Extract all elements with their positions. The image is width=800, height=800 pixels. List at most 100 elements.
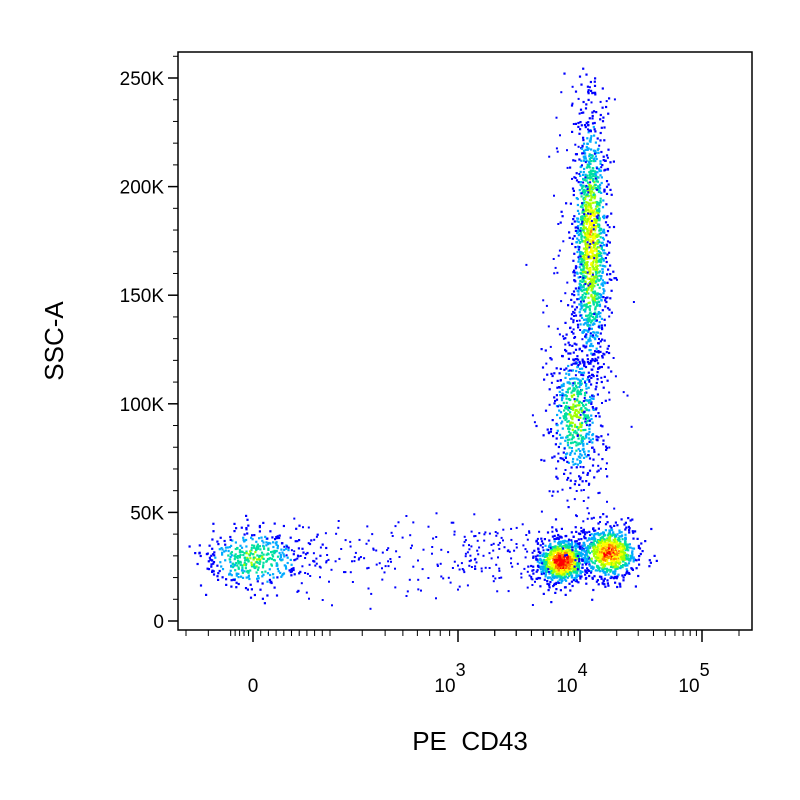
- data-point: [632, 537, 635, 540]
- data-point: [607, 344, 610, 348]
- data-point: [271, 555, 275, 558]
- data-point: [483, 533, 486, 536]
- data-point: [560, 575, 563, 578]
- data-point: [634, 585, 637, 588]
- data-point: [605, 203, 608, 206]
- data-point: [289, 558, 292, 561]
- data-point: [579, 231, 582, 234]
- data-point: [591, 262, 594, 265]
- data-point: [309, 575, 312, 577]
- data-point: [589, 230, 592, 233]
- data-point: [612, 357, 615, 359]
- data-point: [598, 202, 601, 205]
- data-point: [591, 359, 594, 362]
- data-point: [586, 208, 590, 211]
- data-point: [564, 376, 567, 379]
- data-point: [558, 578, 561, 581]
- data-point: [599, 332, 602, 335]
- data-point: [567, 420, 570, 423]
- data-point: [580, 83, 583, 86]
- data-point: [596, 171, 599, 174]
- data-point: [587, 549, 590, 552]
- data-point: [565, 372, 568, 375]
- data-points: [188, 67, 658, 610]
- data-point: [581, 296, 584, 299]
- data-point: [567, 425, 570, 428]
- data-point: [540, 572, 543, 576]
- data-point: [578, 483, 581, 486]
- data-point: [555, 467, 558, 470]
- data-point: [536, 558, 539, 561]
- data-point: [582, 489, 585, 491]
- data-point: [581, 570, 584, 573]
- data-point: [543, 572, 545, 575]
- data-point: [573, 398, 576, 401]
- data-point: [551, 546, 554, 549]
- data-point: [595, 215, 598, 218]
- data-point: [555, 432, 558, 435]
- data-point: [569, 414, 572, 417]
- data-point: [590, 295, 593, 298]
- data-point: [581, 215, 584, 218]
- data-point: [221, 576, 224, 579]
- data-point: [559, 442, 562, 445]
- data-point: [576, 392, 579, 395]
- data-point: [498, 518, 501, 521]
- data-point: [575, 441, 578, 444]
- data-point: [580, 388, 584, 392]
- data-point: [588, 327, 591, 330]
- data-point: [576, 298, 579, 301]
- data-point: [590, 196, 593, 199]
- data-point: [596, 233, 599, 236]
- data-point: [617, 573, 620, 576]
- data-point: [588, 153, 591, 156]
- data-point: [606, 475, 609, 478]
- data-point: [567, 566, 570, 570]
- data-point: [594, 212, 597, 215]
- data-point: [261, 557, 264, 560]
- data-point: [578, 158, 581, 161]
- data-point: [573, 215, 576, 218]
- data-point: [593, 529, 596, 532]
- data-point: [600, 365, 603, 369]
- data-point: [569, 479, 572, 482]
- data-point: [589, 305, 592, 308]
- data-point: [597, 311, 600, 314]
- data-point: [571, 563, 574, 566]
- data-point: [588, 139, 591, 142]
- data-point: [478, 546, 481, 549]
- data-point: [265, 560, 268, 563]
- data-point: [367, 566, 370, 569]
- data-point: [629, 519, 632, 522]
- data-point: [592, 375, 595, 378]
- data-point: [597, 566, 600, 569]
- data-point: [625, 554, 628, 557]
- data-point: [584, 554, 587, 557]
- data-point: [594, 159, 597, 163]
- data-point: [587, 131, 590, 134]
- data-point: [606, 379, 609, 382]
- data-point: [572, 563, 576, 566]
- data-point: [598, 303, 601, 306]
- data-point: [593, 84, 597, 87]
- data-point: [612, 160, 615, 163]
- data-point: [539, 567, 542, 570]
- data-point: [576, 217, 580, 220]
- data-point: [553, 561, 556, 564]
- data-point: [490, 557, 493, 560]
- data-point: [560, 384, 563, 387]
- data-point: [528, 531, 531, 534]
- data-point: [604, 221, 608, 224]
- data-point: [577, 145, 580, 148]
- data-point: [589, 191, 592, 194]
- data-point: [586, 567, 589, 570]
- data-point: [585, 145, 588, 149]
- data-point: [597, 214, 600, 217]
- data-point: [591, 441, 594, 444]
- data-point: [609, 188, 612, 191]
- data-point: [353, 556, 356, 559]
- data-point: [602, 561, 605, 564]
- data-point: [276, 564, 279, 567]
- data-point: [583, 397, 586, 399]
- data-point: [574, 358, 577, 361]
